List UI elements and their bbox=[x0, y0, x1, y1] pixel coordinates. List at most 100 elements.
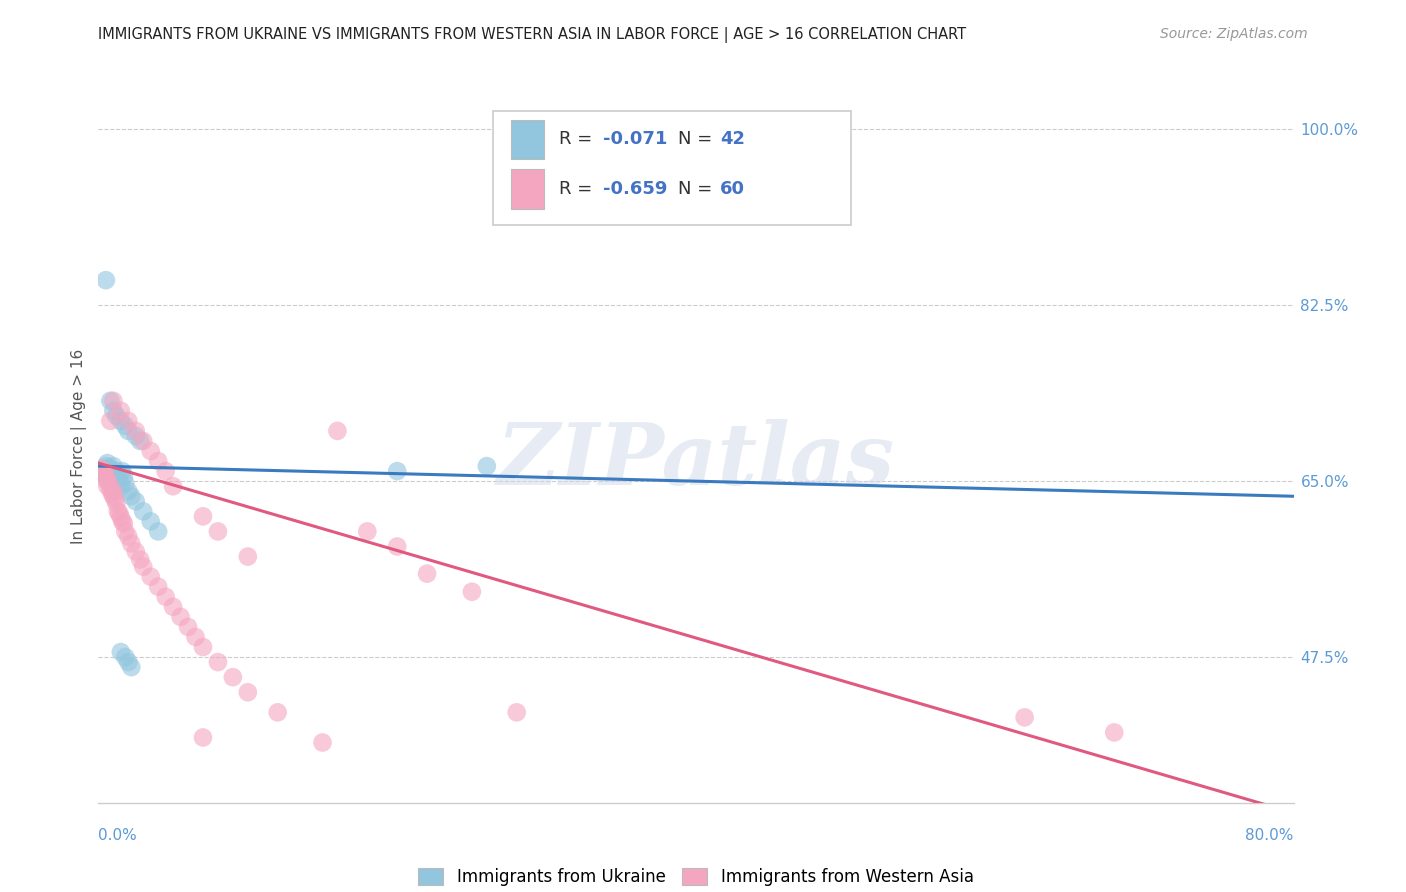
Point bbox=[117, 414, 139, 428]
Point bbox=[125, 424, 148, 438]
Point bbox=[267, 706, 290, 720]
Point bbox=[191, 509, 214, 524]
Point bbox=[132, 434, 155, 448]
Point bbox=[129, 552, 152, 566]
Point bbox=[103, 464, 125, 478]
Text: IMMIGRANTS FROM UKRAINE VS IMMIGRANTS FROM WESTERN ASIA IN LABOR FORCE | AGE > 1: IMMIGRANTS FROM UKRAINE VS IMMIGRANTS FR… bbox=[98, 27, 966, 43]
Point bbox=[107, 469, 129, 483]
Point bbox=[94, 469, 117, 483]
Point bbox=[105, 464, 128, 478]
Point bbox=[111, 464, 134, 478]
Point bbox=[105, 409, 128, 423]
Point bbox=[155, 464, 177, 478]
Point bbox=[162, 479, 184, 493]
Point bbox=[184, 630, 207, 644]
Point bbox=[97, 476, 120, 491]
Point bbox=[191, 731, 214, 745]
Point bbox=[114, 524, 136, 539]
Point bbox=[103, 393, 125, 408]
Point bbox=[114, 650, 136, 665]
Point bbox=[112, 469, 135, 483]
Point bbox=[191, 640, 214, 654]
Point bbox=[100, 466, 122, 480]
Point bbox=[475, 459, 498, 474]
Point bbox=[110, 510, 132, 524]
Point bbox=[385, 464, 409, 478]
Point bbox=[96, 479, 118, 493]
Text: Source: ZipAtlas.com: Source: ZipAtlas.com bbox=[1160, 27, 1308, 41]
Point bbox=[108, 474, 131, 488]
Point bbox=[101, 486, 124, 500]
Point bbox=[222, 670, 245, 684]
Point bbox=[236, 549, 259, 564]
Point bbox=[139, 569, 162, 583]
Point bbox=[132, 504, 155, 518]
Point bbox=[93, 466, 115, 480]
Point bbox=[132, 559, 155, 574]
Legend: Immigrants from Ukraine, Immigrants from Western Asia: Immigrants from Ukraine, Immigrants from… bbox=[412, 861, 980, 892]
Text: -0.659: -0.659 bbox=[603, 180, 666, 198]
Point bbox=[91, 462, 114, 476]
Point bbox=[110, 645, 132, 659]
Point bbox=[101, 472, 124, 486]
Point bbox=[94, 472, 117, 486]
Point bbox=[93, 466, 115, 480]
Point bbox=[162, 599, 184, 614]
Point bbox=[110, 404, 132, 418]
Point bbox=[100, 393, 122, 408]
Point bbox=[1104, 725, 1126, 739]
FancyBboxPatch shape bbox=[510, 169, 544, 209]
Point bbox=[1014, 710, 1036, 724]
Point bbox=[100, 414, 122, 428]
Point bbox=[207, 655, 229, 669]
Point bbox=[90, 462, 112, 476]
Point bbox=[94, 273, 117, 287]
Text: R =: R = bbox=[558, 180, 598, 198]
Point bbox=[416, 566, 439, 581]
Point bbox=[148, 454, 170, 468]
Text: 80.0%: 80.0% bbox=[1246, 828, 1294, 843]
Point bbox=[125, 429, 148, 443]
Point bbox=[110, 414, 132, 428]
Point bbox=[111, 515, 134, 529]
Point bbox=[96, 464, 118, 478]
Point bbox=[103, 484, 125, 499]
Point bbox=[117, 529, 139, 543]
Point bbox=[506, 706, 529, 720]
Point bbox=[91, 464, 114, 478]
Text: 42: 42 bbox=[720, 130, 745, 148]
Point bbox=[148, 524, 170, 539]
Point bbox=[356, 524, 378, 539]
Point bbox=[117, 484, 139, 499]
Point bbox=[110, 479, 132, 493]
Point bbox=[129, 434, 152, 448]
Point bbox=[90, 464, 112, 478]
Point bbox=[177, 620, 200, 634]
Point bbox=[120, 536, 142, 550]
Point bbox=[139, 515, 162, 529]
Point bbox=[139, 444, 162, 458]
Point bbox=[112, 516, 135, 531]
Point bbox=[94, 459, 117, 474]
Point bbox=[117, 655, 139, 669]
Point bbox=[108, 506, 131, 520]
Y-axis label: In Labor Force | Age > 16: In Labor Force | Age > 16 bbox=[72, 349, 87, 543]
Point bbox=[107, 504, 129, 518]
Text: 60: 60 bbox=[720, 180, 745, 198]
FancyBboxPatch shape bbox=[510, 120, 544, 159]
Point bbox=[104, 492, 127, 507]
Point bbox=[125, 494, 148, 508]
FancyBboxPatch shape bbox=[494, 111, 852, 225]
Text: N =: N = bbox=[678, 130, 718, 148]
Point bbox=[207, 524, 229, 539]
Point bbox=[236, 685, 259, 699]
Point bbox=[169, 610, 191, 624]
Text: 0.0%: 0.0% bbox=[98, 828, 138, 843]
Point bbox=[104, 467, 127, 482]
Point bbox=[100, 482, 122, 496]
Point bbox=[326, 424, 349, 438]
Point bbox=[103, 459, 125, 474]
Point bbox=[148, 580, 170, 594]
Point bbox=[114, 476, 136, 491]
Text: R =: R = bbox=[558, 130, 598, 148]
